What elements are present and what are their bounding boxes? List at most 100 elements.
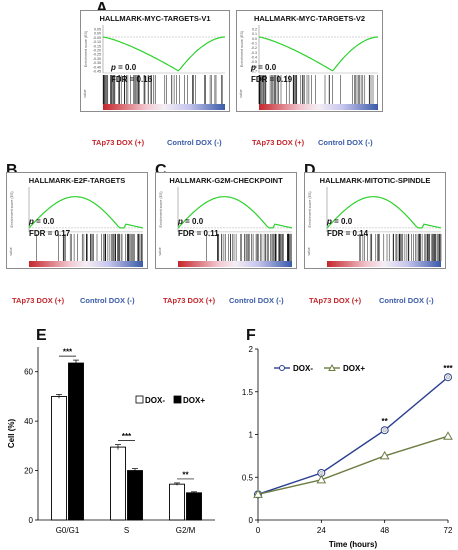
enrichment-plot: 0.050.00-0.05-0.10-0.15-0.20-0.25-0.30-0… — [83, 25, 226, 110]
x-tick-label: G2/M — [176, 526, 196, 535]
gsea-plot-e2f: HALLMARK-E2F-TARGETS Enrichment score (E… — [6, 172, 148, 269]
y-tick-label: 1 — [249, 431, 254, 440]
panel-label-d: D — [304, 162, 316, 179]
legend-marker — [279, 365, 285, 371]
es-tick-label: -0.25 — [93, 53, 101, 57]
bar-dox-s — [110, 446, 126, 521]
es-tick-label: 0.1 — [252, 32, 257, 36]
legend-tap73: TAp73 DOX (+) — [252, 138, 305, 147]
data-point — [443, 431, 453, 440]
bar-dox-s — [127, 470, 143, 521]
panel-label-b: B — [6, 162, 18, 179]
cell-cycle-bar-chart: 0 20 40 60 Cell (%) *** G0/G1 *** S ** G2/M DOX- DOX… — [7, 347, 215, 535]
es-tick-label: -0.6 — [251, 65, 257, 69]
rank-axis-label: value — [307, 247, 311, 255]
enrichment-plot: Enrichment score (ES) value — [158, 187, 293, 267]
es-tick-label: -0.20 — [93, 49, 101, 53]
x-tick-label: 48 — [380, 526, 389, 535]
es-tick-label: -0.45 — [93, 70, 101, 74]
legend-marker — [328, 363, 336, 371]
legend-control: Control DOX (-) — [229, 296, 284, 305]
x-tick-label: S — [124, 526, 129, 535]
data-point-inner — [319, 470, 324, 476]
gsea-title: HALLMARK-E2F-TARGETS — [28, 176, 126, 185]
line-dox — [257, 435, 449, 495]
significance-marker: *** — [443, 364, 453, 373]
y-tick-label: 1.5 — [242, 388, 254, 397]
rank-axis-label: value — [239, 89, 243, 97]
enrichment-curve — [28, 196, 144, 229]
legend-label: DOX+ — [343, 364, 365, 373]
gsea-title: HALLMARK-G2M-CHECKPOINT — [169, 176, 283, 185]
es-axis-label: Enrichment score (ES) — [308, 191, 312, 227]
legend-label: DOX- — [145, 396, 165, 405]
significance-marker: ** — [182, 470, 189, 479]
es-tick-label: -0.40 — [93, 65, 101, 69]
fdr-value: FDR = 0.17 — [29, 229, 71, 238]
enrichment-plot: Enrichment score (ES) value — [9, 187, 144, 267]
significance-marker: *** — [63, 348, 73, 357]
gsea-plot-mitotic-spindle: HALLMARK-MITOTIC-SPINDLE Enrichment scor… — [304, 172, 446, 269]
legend-label: DOX+ — [183, 396, 205, 405]
data-point-inner — [382, 428, 387, 433]
fdr-value: FDR = 0.16 — [111, 75, 153, 84]
fdr-value: FDR = 0.19 — [251, 75, 293, 84]
legend-swatch — [135, 395, 144, 404]
panel-label-e: E — [36, 327, 47, 344]
legend-tap73: TAp73 DOX (+) — [92, 138, 145, 147]
panel-label-f: F — [246, 327, 256, 344]
bar-dox-g2m — [169, 483, 185, 521]
legend-label: DOX- — [293, 364, 313, 373]
legend-control: Control DOX (-) — [318, 138, 373, 147]
significance-marker: *** — [122, 432, 132, 441]
y-axis-label: Cell (%) — [7, 419, 16, 449]
x-tick-label: 24 — [317, 526, 326, 535]
es-tick-label: -0.4 — [251, 56, 257, 60]
es-tick-label: -0.35 — [93, 61, 101, 65]
es-axis-label: Enrichment score (ES) — [84, 31, 88, 67]
es-tick-label: -0.5 — [251, 60, 257, 64]
y-tick-label: 20 — [24, 467, 33, 476]
enrichment-plot: 0.20.10.0-0.1-0.2-0.3-0.4-0.5-0.6-0.7 Enr… — [239, 25, 379, 110]
ranked-list-gradient — [29, 261, 143, 267]
y-tick-label: 0 — [249, 516, 254, 525]
x-tick-label: 0 — [256, 526, 261, 535]
data-point — [379, 450, 390, 460]
es-tick-label: 0.00 — [94, 32, 101, 36]
rank-axis-label: value — [158, 247, 162, 255]
p-value: p = 0.0 — [327, 217, 353, 226]
es-tick-label: -0.10 — [93, 40, 101, 44]
rank-axis-label: value — [9, 247, 13, 255]
ranked-list-gradient — [259, 104, 378, 110]
x-axis-label: Time (hours) — [329, 540, 378, 549]
p-value: p = 0.0 — [111, 63, 137, 72]
es-axis-label: Enrichment score (ES) — [240, 31, 244, 67]
ranked-list-gradient — [103, 104, 225, 110]
fdr-value: FDR = 0.14 — [327, 229, 369, 238]
es-tick-label: 0.05 — [94, 28, 101, 32]
legend-control: Control DOX (-) — [80, 296, 135, 305]
data-point-inner — [445, 375, 451, 380]
es-tick-label: -0.15 — [93, 44, 101, 48]
line-dox — [257, 376, 449, 495]
es-axis-label: Enrichment score (ES) — [159, 191, 163, 227]
enrichment-curve — [102, 36, 226, 72]
gsea-title: HALLMARK-MYC-TARGETS-V2 — [253, 14, 366, 23]
es-axis-label: Enrichment score (ES) — [10, 191, 14, 227]
es-tick-label: -0.2 — [251, 46, 257, 50]
p-value: p = 0.0 — [178, 217, 204, 226]
es-tick-label: -0.05 — [93, 36, 101, 40]
enrichment-plot: Enrichment score (ES) value — [307, 187, 442, 267]
gsea-title: HALLMARK-MITOTIC-SPINDLE — [319, 176, 431, 185]
y-tick-label: 40 — [24, 417, 33, 426]
panel-label-a: A — [96, 0, 108, 17]
es-tick-label: -0.3 — [251, 51, 257, 55]
p-value: p = 0.0 — [251, 63, 277, 72]
significance-marker: ** — [382, 417, 389, 426]
legend-control: Control DOX (-) — [167, 138, 222, 147]
legend-tap73: TAp73 DOX (+) — [12, 296, 65, 305]
x-tick-label: 72 — [444, 526, 453, 535]
es-tick-label: 0.0 — [252, 37, 257, 41]
bar-dox-g2m — [186, 492, 202, 521]
